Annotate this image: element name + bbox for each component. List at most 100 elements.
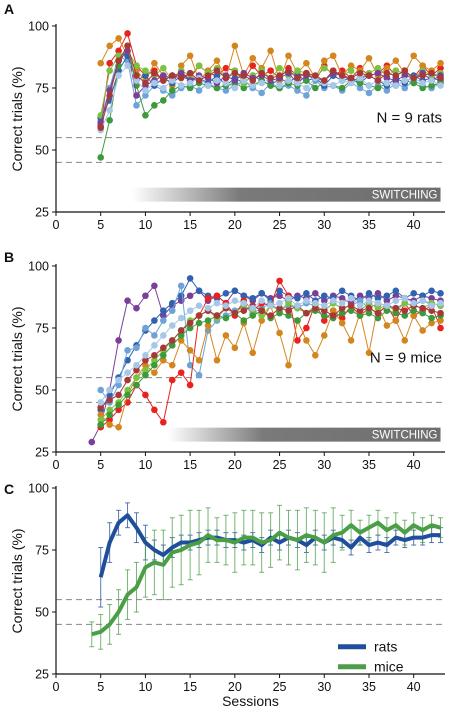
data-point	[401, 312, 409, 319]
data-point	[222, 314, 230, 322]
data-point	[151, 406, 158, 414]
data-point	[410, 74, 418, 82]
data-point	[222, 74, 230, 82]
data-point	[133, 374, 140, 381]
data-point	[303, 297, 310, 305]
data-point	[258, 289, 265, 297]
data-point	[437, 59, 444, 67]
data-point	[204, 322, 212, 329]
x-tick-label: 15	[183, 218, 197, 232]
data-point	[222, 289, 230, 297]
data-point	[267, 82, 274, 89]
data-point	[383, 302, 391, 309]
x-tick-label: 30	[317, 458, 331, 472]
data-point	[106, 107, 113, 114]
data-point	[97, 416, 105, 424]
data-point	[142, 361, 149, 369]
data-point	[410, 307, 418, 314]
data-point	[329, 82, 337, 89]
data-point	[347, 62, 355, 69]
data-point	[374, 69, 382, 77]
data-point	[204, 317, 212, 324]
data-point	[365, 309, 373, 317]
y-tick-label: 25	[35, 668, 49, 682]
data-point	[213, 77, 221, 84]
switching-label: SWITCHING	[372, 430, 438, 442]
data-point	[133, 62, 140, 69]
x-tick-label: 15	[183, 680, 197, 694]
data-point	[222, 332, 230, 339]
data-point	[213, 356, 221, 364]
data-point	[312, 72, 319, 79]
data-point	[401, 307, 409, 314]
data-point	[115, 423, 122, 431]
data-point	[365, 89, 373, 97]
data-point	[294, 294, 301, 302]
data-point	[320, 302, 328, 309]
data-point	[151, 342, 158, 349]
data-point	[177, 82, 185, 89]
data-point	[312, 304, 319, 312]
data-point	[303, 69, 310, 77]
data-point	[106, 92, 113, 99]
data-point	[142, 356, 149, 364]
data-point	[347, 302, 355, 309]
data-point	[428, 302, 435, 309]
data-point	[133, 344, 140, 352]
data-point	[195, 371, 203, 379]
data-point	[365, 297, 373, 305]
data-point	[97, 386, 105, 394]
data-point	[240, 299, 248, 307]
data-point	[106, 386, 113, 394]
data-point	[258, 312, 265, 319]
y-tick-label: 25	[35, 446, 49, 460]
data-point	[133, 366, 140, 374]
data-point	[160, 84, 167, 92]
data-point	[204, 82, 212, 89]
data-point	[383, 297, 391, 305]
data-point	[303, 77, 310, 84]
data-point	[320, 77, 328, 84]
data-point	[428, 307, 435, 314]
data-point	[97, 399, 105, 406]
data-point	[186, 319, 194, 327]
data-point	[249, 82, 257, 89]
data-point	[142, 324, 149, 332]
data-point	[249, 349, 257, 357]
data-point	[177, 314, 185, 322]
data-point	[115, 381, 122, 389]
data-point	[419, 84, 426, 92]
data-point	[97, 154, 105, 161]
data-point	[151, 69, 158, 77]
data-point	[142, 351, 149, 359]
data-point	[329, 307, 337, 314]
data-point	[437, 309, 444, 317]
data-point	[168, 87, 176, 94]
data-point	[392, 77, 400, 84]
data-point	[133, 72, 140, 79]
data-point	[177, 332, 185, 339]
data-point	[151, 332, 158, 339]
data-point	[106, 59, 113, 67]
data-point	[160, 307, 167, 314]
data-point	[419, 79, 426, 87]
data-point	[338, 304, 346, 312]
data-point	[428, 294, 435, 302]
data-point	[294, 74, 301, 82]
data-point	[231, 344, 239, 352]
data-point	[437, 324, 444, 332]
data-point	[276, 82, 283, 89]
data-point	[142, 72, 149, 79]
switching-bar	[167, 427, 441, 442]
data-point	[338, 299, 346, 307]
data-point	[383, 74, 391, 82]
y-axis-title: Correct trials (%)	[9, 66, 25, 171]
data-point	[303, 59, 310, 67]
x-tick-label: 20	[228, 458, 242, 472]
data-point	[186, 52, 194, 60]
data-point	[294, 317, 301, 324]
data-point	[142, 292, 149, 300]
data-point	[124, 297, 131, 305]
data-point	[365, 289, 373, 297]
data-point	[267, 74, 274, 82]
